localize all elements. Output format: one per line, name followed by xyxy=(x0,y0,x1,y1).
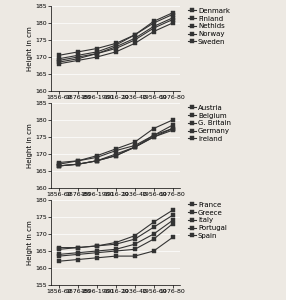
Y-axis label: Height in cm: Height in cm xyxy=(27,220,33,265)
Legend: Austria, Belgium, G. Britain, Germany, Ireland: Austria, Belgium, G. Britain, Germany, I… xyxy=(188,105,231,142)
Legend: France, Greece, Italy, Portugal, Spain: France, Greece, Italy, Portugal, Spain xyxy=(188,202,227,239)
Y-axis label: Height in cm: Height in cm xyxy=(27,123,33,168)
Legend: Denmark, Finland, Nethlds, Norway, Sweden: Denmark, Finland, Nethlds, Norway, Swede… xyxy=(188,8,230,45)
Y-axis label: Height in cm: Height in cm xyxy=(27,26,33,71)
